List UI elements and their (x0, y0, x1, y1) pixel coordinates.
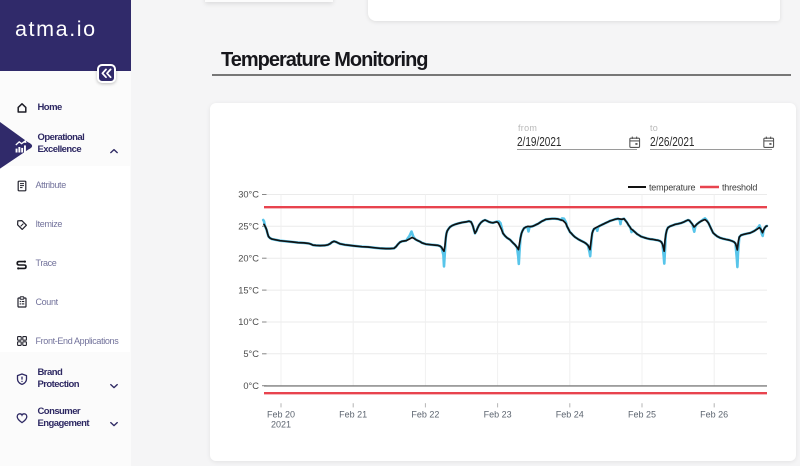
svg-text:Feb 25: Feb 25 (628, 410, 656, 420)
svg-text:15°C: 15°C (238, 285, 259, 295)
svg-text:threshold: threshold (722, 183, 757, 193)
svg-text:20°C: 20°C (238, 253, 259, 263)
svg-text:Feb 21: Feb 21 (339, 410, 367, 420)
svg-text:temperature: temperature (649, 183, 696, 193)
svg-text:5°C: 5°C (243, 349, 259, 359)
svg-text:Feb 26: Feb 26 (700, 410, 728, 420)
svg-text:Feb 23: Feb 23 (484, 410, 512, 420)
svg-text:30°C: 30°C (238, 190, 259, 200)
svg-text:Feb 24: Feb 24 (556, 410, 584, 420)
svg-text:Feb 22: Feb 22 (411, 410, 439, 420)
svg-text:10°C: 10°C (238, 317, 259, 327)
svg-text:2021: 2021 (271, 420, 291, 430)
svg-text:25°C: 25°C (238, 222, 259, 232)
svg-text:Feb 20: Feb 20 (267, 410, 295, 420)
svg-text:0°C: 0°C (243, 381, 259, 391)
